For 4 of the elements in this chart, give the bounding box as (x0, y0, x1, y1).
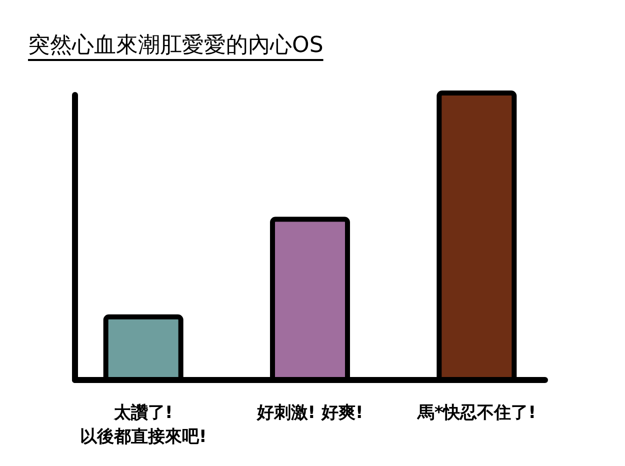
x-tick-label: 馬*快忍不住了! (416, 403, 536, 423)
x-tick-label: 太讚了! 以後都直接來吧! (80, 403, 207, 447)
x-tick-label: 好刺激! 好爽! (256, 403, 364, 423)
chart-title: 突然心血來潮肛愛愛的內心OS (28, 33, 324, 58)
